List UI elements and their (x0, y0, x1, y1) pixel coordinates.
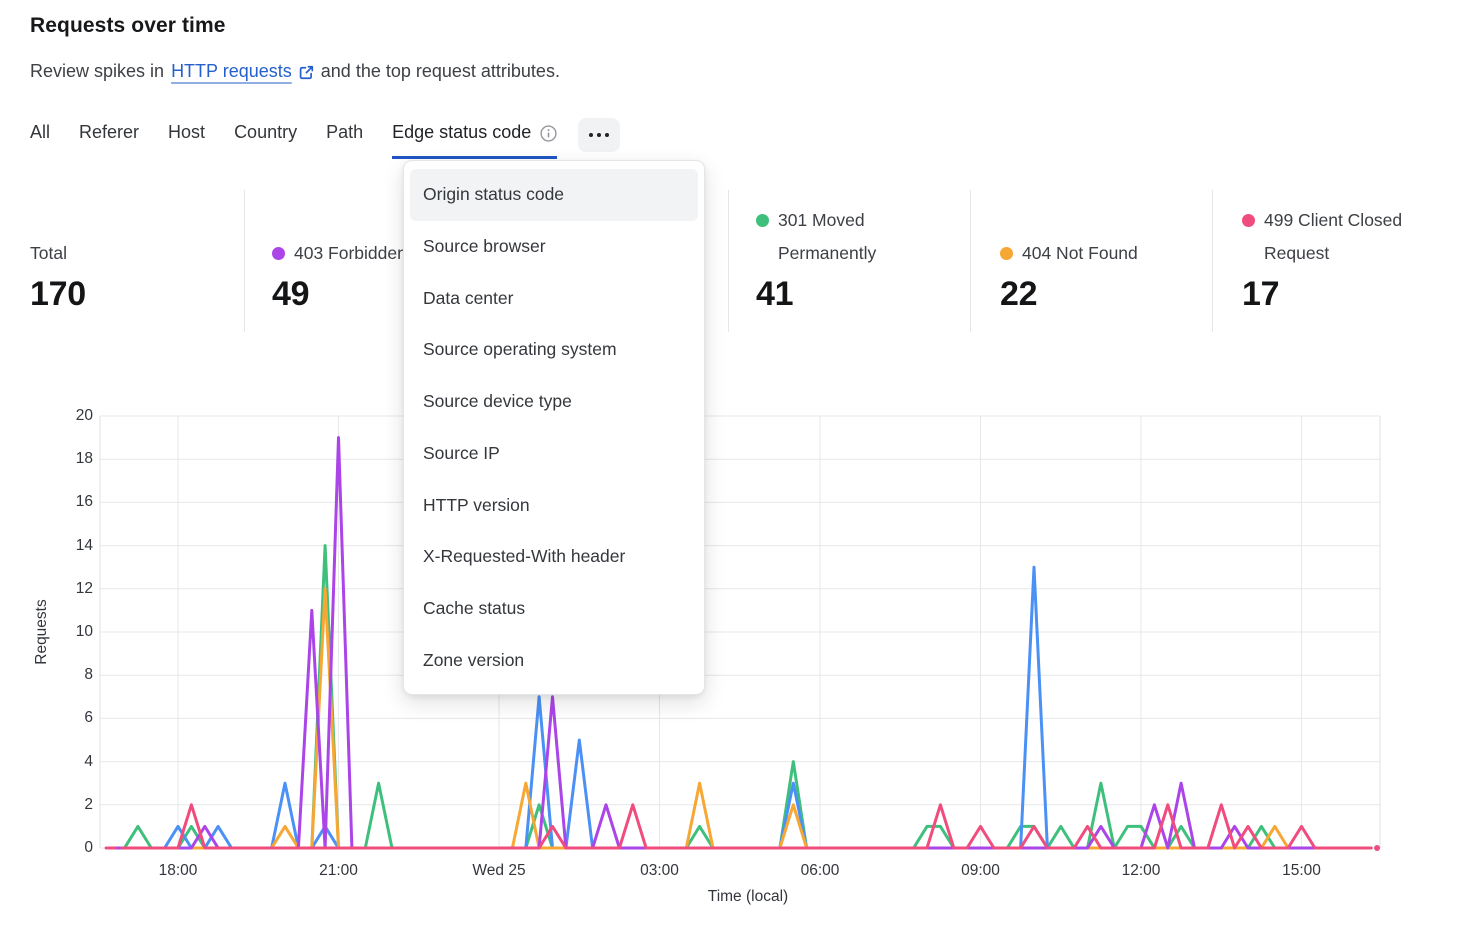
y-tick-label: 0 (84, 839, 93, 856)
menu-item-source-ip[interactable]: Source IP (423, 442, 500, 463)
x-tick-label: 21:00 (319, 862, 358, 879)
x-tick-label: 18:00 (158, 862, 198, 879)
legend-dot-403 (272, 247, 285, 260)
tab-all[interactable]: All (30, 121, 51, 142)
stat-label: 404 Not Found (1022, 243, 1138, 263)
menu-item-x-requested-with-header[interactable]: X-Requested-With header (423, 546, 626, 567)
legend-dot-301 (756, 214, 769, 227)
attribute-tabs: All Referer Host Country Path Edge statu… (30, 118, 621, 162)
stat-label: 499 Client Closed Request (1264, 210, 1403, 263)
stat-total: Total 170 (30, 237, 86, 316)
y-tick-label: 14 (75, 536, 93, 554)
stat-divider (728, 190, 729, 332)
stat-404-not-found: 404 Not Found 22 (1000, 237, 1138, 316)
tab-country[interactable]: Country (234, 121, 298, 142)
summary-stats: Total 170 403 Forbidden 49 301 Moved Per… (0, 188, 1458, 332)
stat-value: 170 (30, 275, 86, 313)
menu-item-source-operating-system[interactable]: Source operating system (423, 339, 617, 360)
tab-edge-status-code-active[interactable]: Edge status code (392, 121, 558, 159)
menu-item-zone-version[interactable]: Zone version (423, 649, 525, 670)
stat-499-client-closed-request: 499 Client Closed Request 17 (1242, 204, 1404, 316)
y-tick-label: 12 (75, 579, 93, 597)
y-tick-label: 6 (84, 709, 93, 727)
subtitle-suffix: and the top request attributes. (320, 61, 560, 81)
legend-dot-404 (1000, 247, 1013, 260)
y-tick-label: 10 (75, 623, 93, 640)
stat-value: 41 (756, 275, 794, 313)
y-tick-label: 8 (84, 666, 93, 684)
external-link-icon[interactable] (299, 65, 314, 80)
stat-label: 301 Moved Permanently (778, 210, 877, 263)
attribute-dropdown-menu: Origin status code Source browser Data c… (403, 160, 705, 695)
y-tick-label: 20 (75, 407, 93, 424)
http-requests-link[interactable]: HTTP requests (171, 61, 292, 81)
x-tick-label: 06:00 (800, 862, 840, 879)
x-tick-label: 09:00 (961, 862, 1000, 879)
stat-label: 403 Forbidden (294, 243, 407, 263)
tab-host[interactable]: Host (168, 121, 206, 142)
stat-value: 17 (1242, 275, 1280, 313)
tab-edge-status-code[interactable]: Edge status code (392, 121, 532, 142)
legend-dot-499 (1242, 214, 1255, 227)
page-subtitle: Review spikes in HTTP requests and the t… (30, 61, 560, 82)
y-tick-label: 2 (84, 795, 93, 813)
x-tick-label: 15:00 (1282, 862, 1321, 879)
y-tick-label: 4 (84, 752, 93, 770)
tab-referer[interactable]: Referer (79, 121, 140, 142)
subtitle-prefix: Review spikes in (30, 61, 165, 81)
x-tick-label: 12:00 (1121, 862, 1161, 879)
menu-item-source-browser[interactable]: Source browser (423, 236, 546, 257)
x-axis-title: Time (local) (707, 888, 789, 905)
y-tick-label: 18 (75, 450, 93, 468)
page-title: Requests over time (30, 14, 226, 37)
menu-item-source-device-type[interactable]: Source device type (423, 391, 572, 412)
y-tick-label: 16 (75, 493, 93, 511)
x-tick-label: 03:00 (640, 862, 679, 879)
dot-icon (596, 132, 602, 138)
tab-path[interactable]: Path (326, 121, 364, 142)
menu-item-data-center[interactable]: Data center (423, 287, 514, 308)
stat-value: 22 (1000, 275, 1038, 313)
info-icon[interactable] (540, 124, 557, 142)
stat-divider (970, 190, 971, 332)
stat-403-forbidden: 403 Forbidden 49 (272, 237, 407, 316)
menu-item-origin-status-code[interactable]: Origin status code (410, 169, 698, 221)
dot-icon (604, 132, 610, 138)
stat-label: Total (30, 243, 67, 263)
dot-icon (588, 132, 594, 138)
x-tick-label: Wed 25 (472, 862, 526, 879)
stat-301-moved-permanently: 301 Moved Permanently 41 (756, 204, 890, 316)
stat-value: 49 (272, 275, 310, 313)
more-tabs-button[interactable] (578, 118, 621, 152)
stat-divider (1212, 190, 1213, 332)
menu-item-http-version[interactable]: HTTP version (423, 494, 530, 515)
stat-divider (244, 190, 245, 332)
menu-item-cache-status[interactable]: Cache status (423, 597, 526, 618)
